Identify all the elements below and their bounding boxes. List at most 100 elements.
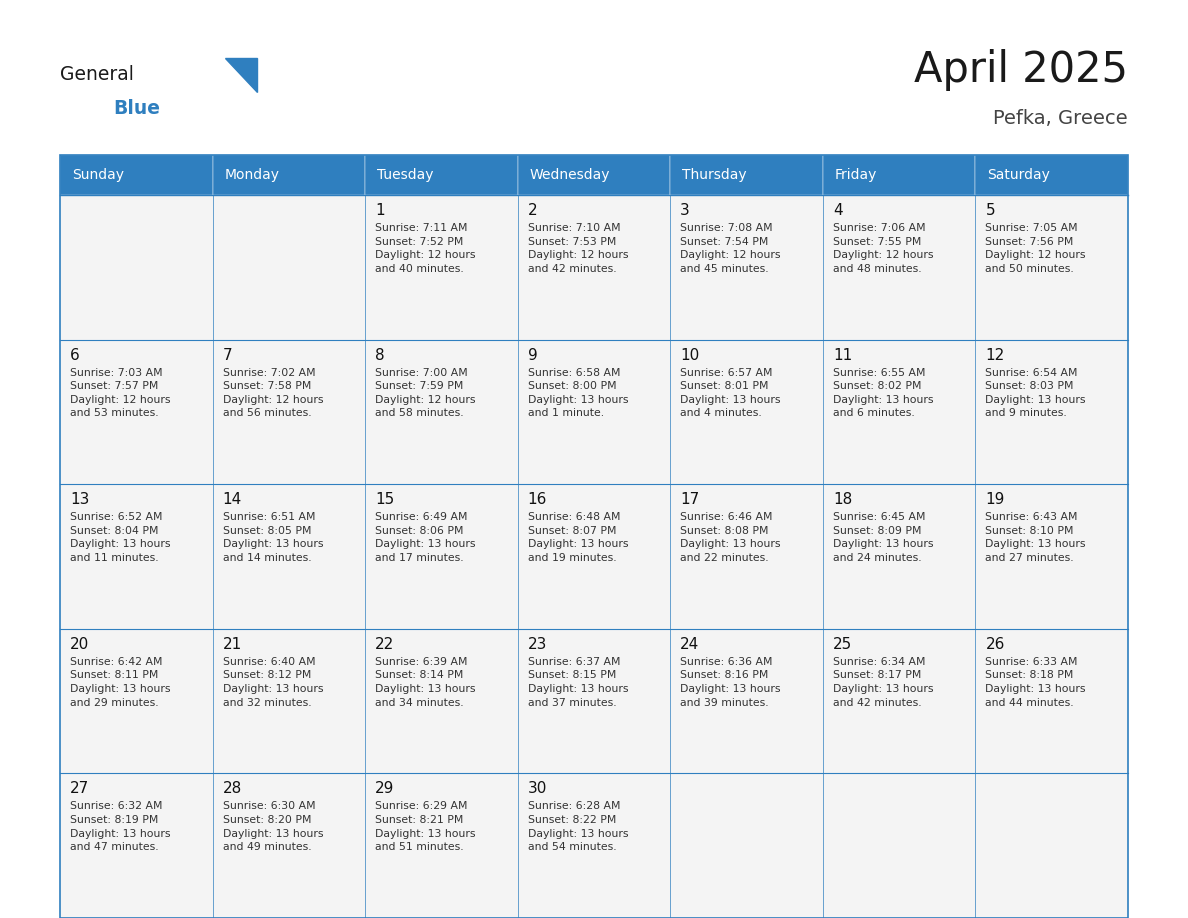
- FancyBboxPatch shape: [823, 340, 975, 484]
- Text: Sunrise: 6:55 AM
Sunset: 8:02 PM
Daylight: 13 hours
and 6 minutes.: Sunrise: 6:55 AM Sunset: 8:02 PM Dayligh…: [833, 367, 934, 419]
- FancyBboxPatch shape: [823, 195, 975, 340]
- Text: 3: 3: [681, 203, 690, 218]
- Text: Sunrise: 6:40 AM
Sunset: 8:12 PM
Daylight: 13 hours
and 32 minutes.: Sunrise: 6:40 AM Sunset: 8:12 PM Dayligh…: [222, 656, 323, 708]
- Text: Sunrise: 6:42 AM
Sunset: 8:11 PM
Daylight: 13 hours
and 29 minutes.: Sunrise: 6:42 AM Sunset: 8:11 PM Dayligh…: [70, 656, 171, 708]
- Text: Sunrise: 6:45 AM
Sunset: 8:09 PM
Daylight: 13 hours
and 24 minutes.: Sunrise: 6:45 AM Sunset: 8:09 PM Dayligh…: [833, 512, 934, 563]
- FancyBboxPatch shape: [823, 484, 975, 629]
- Text: 22: 22: [375, 637, 394, 652]
- Text: Sunrise: 6:48 AM
Sunset: 8:07 PM
Daylight: 13 hours
and 19 minutes.: Sunrise: 6:48 AM Sunset: 8:07 PM Dayligh…: [527, 512, 628, 563]
- FancyBboxPatch shape: [670, 773, 823, 918]
- FancyBboxPatch shape: [365, 629, 518, 773]
- FancyBboxPatch shape: [61, 629, 213, 773]
- Text: Tuesday: Tuesday: [377, 168, 434, 182]
- Text: 25: 25: [833, 637, 852, 652]
- Text: 9: 9: [527, 348, 537, 363]
- Text: Sunrise: 7:02 AM
Sunset: 7:58 PM
Daylight: 12 hours
and 56 minutes.: Sunrise: 7:02 AM Sunset: 7:58 PM Dayligh…: [222, 367, 323, 419]
- Text: 10: 10: [681, 348, 700, 363]
- Text: Sunday: Sunday: [72, 168, 124, 182]
- Text: April 2025: April 2025: [914, 49, 1127, 91]
- Text: Saturday: Saturday: [987, 168, 1050, 182]
- FancyBboxPatch shape: [975, 773, 1127, 918]
- Text: Sunrise: 7:03 AM
Sunset: 7:57 PM
Daylight: 12 hours
and 53 minutes.: Sunrise: 7:03 AM Sunset: 7:57 PM Dayligh…: [70, 367, 171, 419]
- Text: Thursday: Thursday: [682, 168, 747, 182]
- Text: Sunrise: 7:06 AM
Sunset: 7:55 PM
Daylight: 12 hours
and 48 minutes.: Sunrise: 7:06 AM Sunset: 7:55 PM Dayligh…: [833, 223, 934, 274]
- Text: Sunrise: 7:08 AM
Sunset: 7:54 PM
Daylight: 12 hours
and 45 minutes.: Sunrise: 7:08 AM Sunset: 7:54 PM Dayligh…: [681, 223, 781, 274]
- FancyBboxPatch shape: [213, 773, 365, 918]
- Text: 17: 17: [681, 492, 700, 508]
- FancyBboxPatch shape: [975, 195, 1127, 340]
- FancyBboxPatch shape: [213, 340, 365, 484]
- Text: 4: 4: [833, 203, 842, 218]
- Text: 29: 29: [375, 781, 394, 797]
- FancyBboxPatch shape: [213, 629, 365, 773]
- FancyBboxPatch shape: [823, 629, 975, 773]
- Text: Sunrise: 6:46 AM
Sunset: 8:08 PM
Daylight: 13 hours
and 22 minutes.: Sunrise: 6:46 AM Sunset: 8:08 PM Dayligh…: [681, 512, 781, 563]
- FancyBboxPatch shape: [518, 155, 670, 195]
- FancyBboxPatch shape: [61, 340, 213, 484]
- Text: 12: 12: [985, 348, 1005, 363]
- FancyBboxPatch shape: [975, 340, 1127, 484]
- Text: Sunrise: 6:39 AM
Sunset: 8:14 PM
Daylight: 13 hours
and 34 minutes.: Sunrise: 6:39 AM Sunset: 8:14 PM Dayligh…: [375, 656, 475, 708]
- Text: Sunrise: 6:51 AM
Sunset: 8:05 PM
Daylight: 13 hours
and 14 minutes.: Sunrise: 6:51 AM Sunset: 8:05 PM Dayligh…: [222, 512, 323, 563]
- FancyBboxPatch shape: [213, 155, 365, 195]
- FancyBboxPatch shape: [365, 340, 518, 484]
- Text: 5: 5: [985, 203, 996, 218]
- Polygon shape: [225, 58, 257, 92]
- Text: Sunrise: 6:43 AM
Sunset: 8:10 PM
Daylight: 13 hours
and 27 minutes.: Sunrise: 6:43 AM Sunset: 8:10 PM Dayligh…: [985, 512, 1086, 563]
- FancyBboxPatch shape: [670, 195, 823, 340]
- FancyBboxPatch shape: [365, 484, 518, 629]
- Text: Wednesday: Wednesday: [530, 168, 611, 182]
- FancyBboxPatch shape: [61, 195, 213, 340]
- FancyBboxPatch shape: [975, 629, 1127, 773]
- Text: 18: 18: [833, 492, 852, 508]
- Text: Sunrise: 7:00 AM
Sunset: 7:59 PM
Daylight: 12 hours
and 58 minutes.: Sunrise: 7:00 AM Sunset: 7:59 PM Dayligh…: [375, 367, 475, 419]
- FancyBboxPatch shape: [213, 484, 365, 629]
- FancyBboxPatch shape: [518, 773, 670, 918]
- FancyBboxPatch shape: [365, 155, 518, 195]
- Text: 8: 8: [375, 348, 385, 363]
- Text: Sunrise: 6:37 AM
Sunset: 8:15 PM
Daylight: 13 hours
and 37 minutes.: Sunrise: 6:37 AM Sunset: 8:15 PM Dayligh…: [527, 656, 628, 708]
- FancyBboxPatch shape: [823, 773, 975, 918]
- Text: 15: 15: [375, 492, 394, 508]
- Text: Sunrise: 6:52 AM
Sunset: 8:04 PM
Daylight: 13 hours
and 11 minutes.: Sunrise: 6:52 AM Sunset: 8:04 PM Dayligh…: [70, 512, 171, 563]
- Text: 13: 13: [70, 492, 89, 508]
- Text: General: General: [61, 65, 134, 84]
- Text: 19: 19: [985, 492, 1005, 508]
- Text: 7: 7: [222, 348, 232, 363]
- Text: Sunrise: 6:49 AM
Sunset: 8:06 PM
Daylight: 13 hours
and 17 minutes.: Sunrise: 6:49 AM Sunset: 8:06 PM Dayligh…: [375, 512, 475, 563]
- Text: Sunrise: 6:33 AM
Sunset: 8:18 PM
Daylight: 13 hours
and 44 minutes.: Sunrise: 6:33 AM Sunset: 8:18 PM Dayligh…: [985, 656, 1086, 708]
- Text: 21: 21: [222, 637, 242, 652]
- FancyBboxPatch shape: [518, 629, 670, 773]
- Text: Sunrise: 7:05 AM
Sunset: 7:56 PM
Daylight: 12 hours
and 50 minutes.: Sunrise: 7:05 AM Sunset: 7:56 PM Dayligh…: [985, 223, 1086, 274]
- Text: Sunrise: 7:10 AM
Sunset: 7:53 PM
Daylight: 12 hours
and 42 minutes.: Sunrise: 7:10 AM Sunset: 7:53 PM Dayligh…: [527, 223, 628, 274]
- Text: 28: 28: [222, 781, 242, 797]
- Text: 30: 30: [527, 781, 548, 797]
- Text: 20: 20: [70, 637, 89, 652]
- Text: Sunrise: 6:30 AM
Sunset: 8:20 PM
Daylight: 13 hours
and 49 minutes.: Sunrise: 6:30 AM Sunset: 8:20 PM Dayligh…: [222, 801, 323, 852]
- Text: Blue: Blue: [113, 98, 160, 118]
- FancyBboxPatch shape: [670, 484, 823, 629]
- Text: Sunrise: 6:36 AM
Sunset: 8:16 PM
Daylight: 13 hours
and 39 minutes.: Sunrise: 6:36 AM Sunset: 8:16 PM Dayligh…: [681, 656, 781, 708]
- Text: 24: 24: [681, 637, 700, 652]
- FancyBboxPatch shape: [365, 773, 518, 918]
- Text: 2: 2: [527, 203, 537, 218]
- Text: Sunrise: 6:57 AM
Sunset: 8:01 PM
Daylight: 13 hours
and 4 minutes.: Sunrise: 6:57 AM Sunset: 8:01 PM Dayligh…: [681, 367, 781, 419]
- FancyBboxPatch shape: [518, 484, 670, 629]
- FancyBboxPatch shape: [61, 155, 213, 195]
- FancyBboxPatch shape: [61, 773, 213, 918]
- FancyBboxPatch shape: [975, 155, 1127, 195]
- FancyBboxPatch shape: [975, 484, 1127, 629]
- FancyBboxPatch shape: [365, 195, 518, 340]
- FancyBboxPatch shape: [823, 155, 975, 195]
- Text: Sunrise: 7:11 AM
Sunset: 7:52 PM
Daylight: 12 hours
and 40 minutes.: Sunrise: 7:11 AM Sunset: 7:52 PM Dayligh…: [375, 223, 475, 274]
- Text: Sunrise: 6:54 AM
Sunset: 8:03 PM
Daylight: 13 hours
and 9 minutes.: Sunrise: 6:54 AM Sunset: 8:03 PM Dayligh…: [985, 367, 1086, 419]
- FancyBboxPatch shape: [670, 629, 823, 773]
- Text: Monday: Monday: [225, 168, 279, 182]
- Text: Sunrise: 6:32 AM
Sunset: 8:19 PM
Daylight: 13 hours
and 47 minutes.: Sunrise: 6:32 AM Sunset: 8:19 PM Dayligh…: [70, 801, 171, 852]
- FancyBboxPatch shape: [670, 340, 823, 484]
- FancyBboxPatch shape: [518, 340, 670, 484]
- Text: 26: 26: [985, 637, 1005, 652]
- Text: Pefka, Greece: Pefka, Greece: [993, 108, 1127, 128]
- Text: 16: 16: [527, 492, 548, 508]
- FancyBboxPatch shape: [518, 195, 670, 340]
